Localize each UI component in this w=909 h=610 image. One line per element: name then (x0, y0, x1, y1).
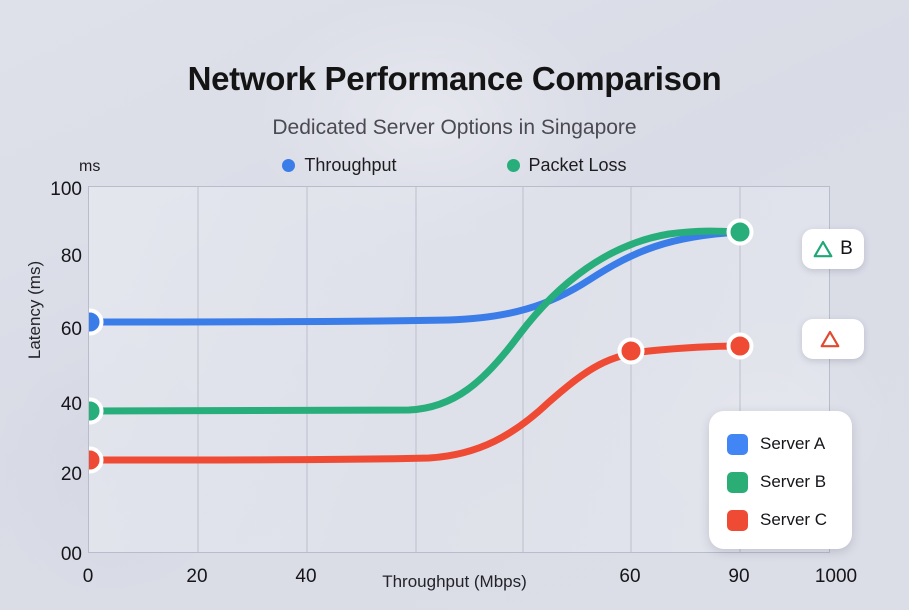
marker-server-c-mid (617, 337, 645, 365)
plot-svg (89, 187, 754, 552)
top-legend-item-throughput[interactable]: Throughput (282, 155, 397, 176)
y-tick-40: 40 (60, 394, 82, 415)
series-legend-card: Server A Server B Server C (709, 411, 852, 549)
series-line-server-c (89, 342, 744, 464)
legend-label-server-b: Server B (760, 472, 827, 491)
marker-server-b-start (89, 397, 104, 425)
legend-item-server-b[interactable]: Server B (727, 463, 852, 501)
y-tick-0: 00 (60, 544, 82, 565)
legend-swatch-server-a (727, 433, 748, 455)
legend-label-server-a: Server A (760, 434, 826, 453)
throughput-dot-icon (282, 159, 296, 172)
legend-swatch-server-c (727, 509, 748, 531)
y-axis-unit-label: ms (79, 158, 101, 175)
y-axis-title: Latency (ms) (25, 260, 45, 360)
x-tick-1000: 1000 (814, 566, 858, 587)
top-legend: Throughput Packet Loss (0, 155, 909, 176)
badge-server-b[interactable]: B (802, 229, 864, 269)
packet-loss-dot-icon (506, 159, 520, 172)
legend-item-server-c[interactable]: Server C (727, 501, 852, 539)
page-title: Network Performance Comparison (187, 60, 722, 97)
series-line-server-b (89, 227, 744, 415)
y-tick-20: 20 (60, 464, 82, 485)
plot-area (88, 186, 830, 553)
marker-server-a-start (89, 308, 104, 336)
x-tick-40: 40 (295, 566, 317, 587)
y-tick-60: 60 (60, 319, 82, 340)
page-subtitle: Dedicated Server Options in Singapore (272, 116, 637, 139)
triangle-outline-icon-red (820, 330, 839, 348)
x-axis-title: Throughput (Mbps) (382, 572, 527, 591)
top-legend-label-packet-loss: Packet Loss (528, 155, 627, 175)
badge-server-b-letter: B (840, 238, 853, 259)
x-tick-20: 20 (186, 566, 208, 587)
badge-server-c[interactable] (802, 319, 864, 359)
x-tick-0: 0 (82, 566, 94, 587)
x-tick-60: 60 (619, 566, 641, 587)
series-line-server-a (89, 228, 744, 326)
data-point-markers (89, 218, 754, 474)
marker-server-c-start (89, 446, 104, 474)
marker-server-b-end (726, 218, 754, 246)
legend-item-server-a[interactable]: Server A (727, 425, 852, 463)
legend-label-server-c: Server C (760, 510, 828, 529)
top-legend-item-packet-loss[interactable]: Packet Loss (506, 155, 627, 176)
top-legend-label-throughput: Throughput (304, 155, 397, 175)
x-tick-90: 90 (728, 566, 750, 587)
y-axis-tick-labels: 100 80 60 40 20 00 (0, 0, 82, 610)
triangle-outline-icon-green (813, 240, 833, 258)
legend-swatch-server-b (727, 471, 748, 493)
y-tick-100: 100 (50, 179, 82, 200)
y-tick-80: 80 (60, 246, 82, 267)
marker-server-c-end (726, 332, 754, 360)
